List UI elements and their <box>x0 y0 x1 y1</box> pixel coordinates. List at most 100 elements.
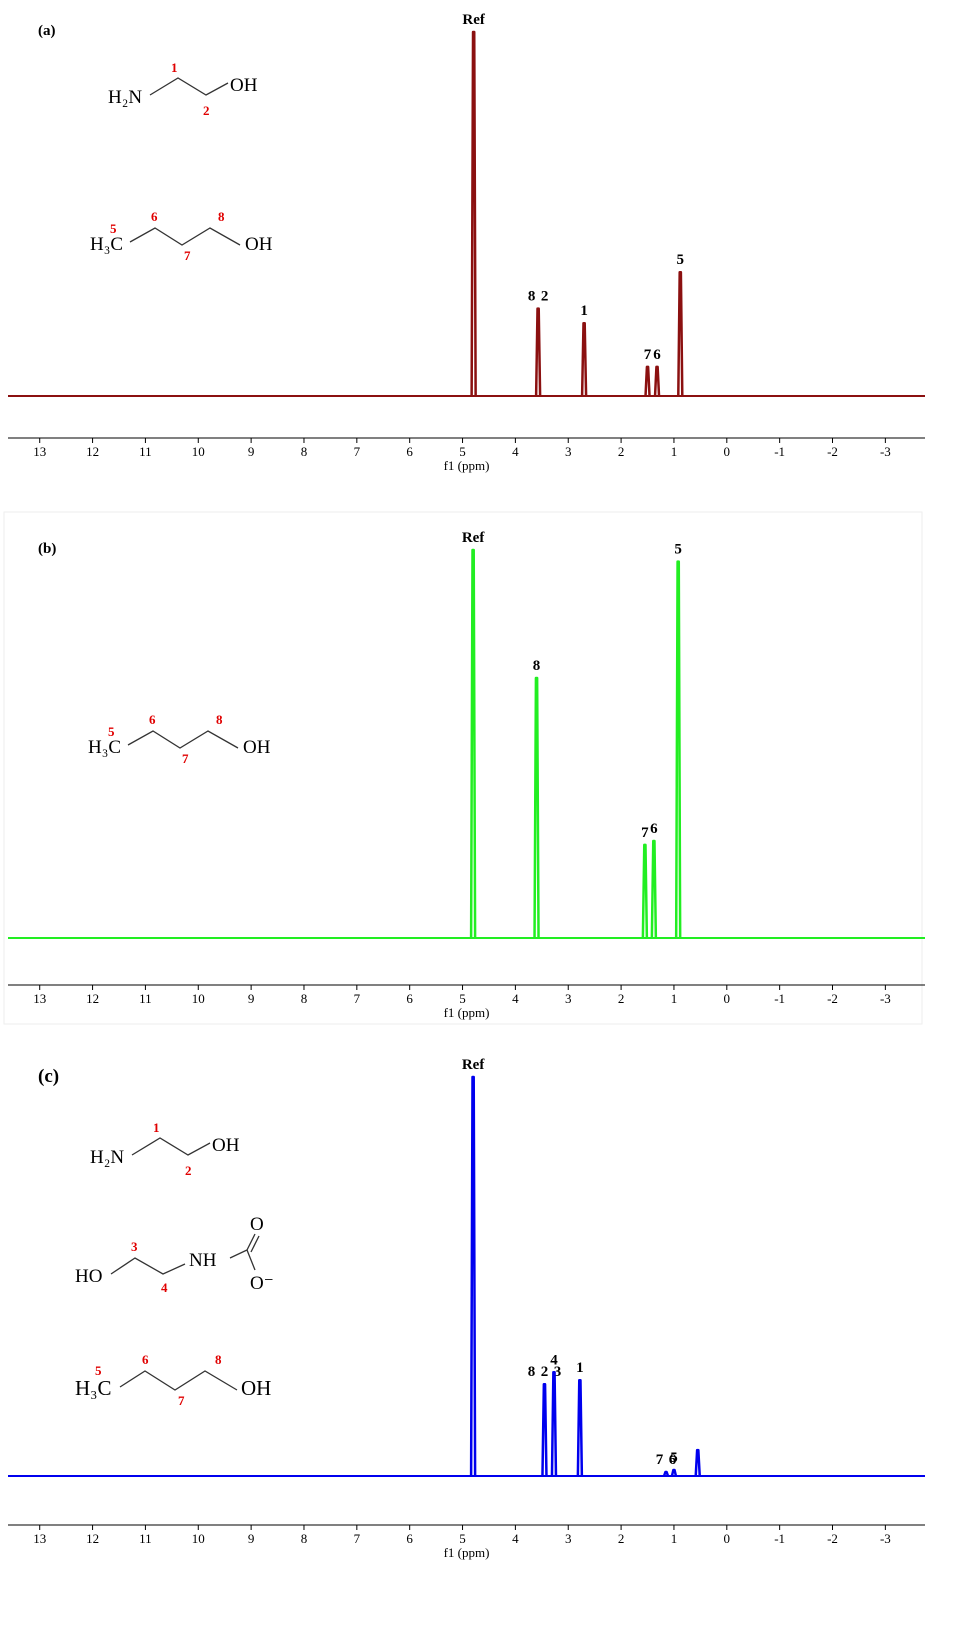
atom: O⁻ <box>250 1273 274 1294</box>
atom-number: 3 <box>131 1239 138 1254</box>
atom-number: 2 <box>203 103 210 118</box>
atom-number: 8 <box>216 712 223 727</box>
x-tick-label: 1 <box>671 991 678 1006</box>
peak-label: 2 <box>541 1364 549 1380</box>
peak-label: Ref <box>462 530 485 546</box>
x-tick-label: 0 <box>724 1531 731 1546</box>
x-tick-label: 11 <box>139 1531 152 1546</box>
x-tick-label: 13 <box>33 444 46 459</box>
x-tick-label: -3 <box>880 1531 891 1546</box>
peak <box>644 365 651 397</box>
peak-label: 5 <box>677 252 685 268</box>
peak <box>670 1468 678 1477</box>
atom-number: 5 <box>95 1363 102 1378</box>
structure: H₂N OH 1 2 <box>90 1120 240 1178</box>
x-tick-label: -2 <box>827 991 838 1006</box>
atom-number: 1 <box>171 60 178 75</box>
peak <box>469 1075 477 1477</box>
atom-number: 7 <box>182 751 189 766</box>
peak <box>694 1448 701 1477</box>
peak-label: 1 <box>576 1360 584 1376</box>
structure: H₃C OH 5 6 7 8 <box>88 712 271 766</box>
atom: H₃C <box>75 1376 112 1400</box>
peak-label: 8 <box>533 658 541 674</box>
x-tick-label: 9 <box>248 444 255 459</box>
atom-number: 7 <box>184 248 191 263</box>
peak-label: 8 <box>528 1364 536 1380</box>
atom: OH <box>245 234 273 255</box>
structure: H₃C OH 5 6 7 8 <box>75 1352 271 1408</box>
x-tick-label: 12 <box>86 991 99 1006</box>
atom: H₂N <box>108 87 142 108</box>
atom: HO <box>75 1266 102 1287</box>
peak-label: 5 <box>674 542 682 558</box>
peak-label: 3 <box>554 1364 562 1380</box>
x-tick-label: 10 <box>192 444 205 459</box>
x-tick-label: 13 <box>33 1531 46 1546</box>
peak-label: 7 <box>644 347 652 363</box>
peak-label: 2 <box>541 289 549 305</box>
x-tick-label: 12 <box>86 444 99 459</box>
x-tick-label: 3 <box>565 444 572 459</box>
x-tick-label: 5 <box>459 991 466 1006</box>
atom: O <box>250 1214 264 1235</box>
peak <box>469 548 477 939</box>
peak-label: 4 <box>550 1352 558 1368</box>
peak <box>576 1378 584 1477</box>
atom: H₃C <box>88 737 121 758</box>
x-tick-label: -3 <box>880 444 891 459</box>
atom-number: 4 <box>161 1280 168 1295</box>
atom-number: 6 <box>151 209 158 224</box>
atom-number: 6 <box>142 1352 149 1367</box>
atom-number: 8 <box>215 1352 222 1367</box>
panel-frame <box>3 511 923 1025</box>
atom: H₂N <box>90 1147 124 1168</box>
x-tick-label: 4 <box>512 1531 519 1546</box>
x-axis-label: f1 (ppm) <box>444 458 490 473</box>
structure: HO NH O O⁻ 3 4 <box>75 1214 274 1295</box>
x-tick-label: -1 <box>774 991 785 1006</box>
panel-label: (c) <box>38 1066 59 1087</box>
x-tick-label: 10 <box>192 991 205 1006</box>
atom: OH <box>212 1135 240 1156</box>
peak-label: 6 <box>650 821 658 837</box>
x-tick-label: 0 <box>724 991 731 1006</box>
atom: OH <box>243 737 271 758</box>
peak <box>541 1382 548 1477</box>
x-tick-label: 3 <box>565 991 572 1006</box>
atom: OH <box>230 75 258 96</box>
peak <box>550 1371 558 1477</box>
peak <box>653 365 661 397</box>
x-tick-label: 13 <box>33 991 46 1006</box>
peak-label: Ref <box>462 1057 485 1073</box>
x-tick-label: 0 <box>724 444 731 459</box>
peak <box>470 30 477 397</box>
peak-label: 1 <box>580 303 588 319</box>
x-tick-label: -2 <box>827 444 838 459</box>
atom: OH <box>241 1376 271 1400</box>
x-tick-label: 9 <box>248 991 255 1006</box>
peak-label: 7 <box>641 825 649 841</box>
x-tick-label: 8 <box>301 444 308 459</box>
peak <box>534 307 542 397</box>
peak-label: 5 <box>670 1450 678 1466</box>
panel-label: (a) <box>38 23 56 39</box>
x-tick-label: 4 <box>512 991 519 1006</box>
x-tick-label: 6 <box>406 444 413 459</box>
atom-number: 5 <box>110 221 117 236</box>
peak-label: Ref <box>462 12 485 28</box>
x-tick-label: 7 <box>354 444 361 459</box>
structure: H₂N OH 1 2 <box>108 60 258 118</box>
x-tick-label: 7 <box>354 1531 361 1546</box>
x-tick-label: 2 <box>618 991 625 1006</box>
x-tick-label: 8 <box>301 991 308 1006</box>
x-axis-label: f1 (ppm) <box>444 1545 490 1560</box>
x-tick-label: 1 <box>671 444 678 459</box>
x-tick-label: 10 <box>192 1531 205 1546</box>
peak-label: 6 <box>653 347 661 363</box>
x-tick-label: -3 <box>880 991 891 1006</box>
x-tick-label: 11 <box>139 444 152 459</box>
x-tick-label: 12 <box>86 1531 99 1546</box>
atom-number: 7 <box>178 1393 185 1408</box>
x-tick-label: 6 <box>406 991 413 1006</box>
